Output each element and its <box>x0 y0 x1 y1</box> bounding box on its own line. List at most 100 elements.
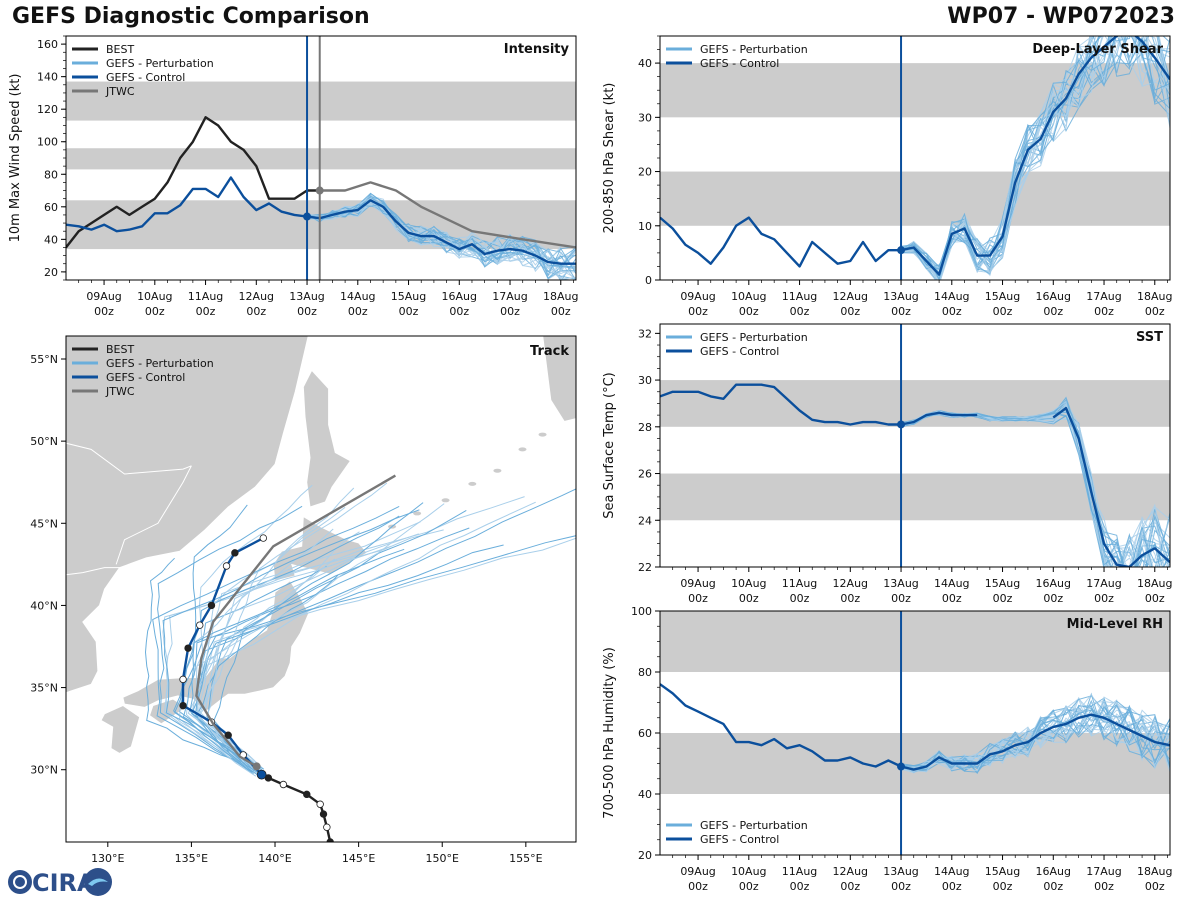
x-tick-hour-label: 00z <box>840 880 860 893</box>
legend-label: GEFS - Perturbation <box>106 357 214 370</box>
land-kuril-island <box>493 468 502 473</box>
legend-label: BEST <box>106 43 134 56</box>
y-tick-label: 20 <box>638 849 652 862</box>
panel-title: Track <box>530 344 569 359</box>
land-kuril-island <box>413 511 422 516</box>
x-tick-hour-label: 00z <box>94 305 114 318</box>
x-tick-label: 12Aug <box>833 290 868 303</box>
y-tick-label: 30 <box>638 111 652 124</box>
legend-label: GEFS - Perturbation <box>106 57 214 70</box>
legend-label: BEST <box>106 343 134 356</box>
legend-label: GEFS - Control <box>700 833 779 846</box>
y-tick-label: 50°N <box>30 435 58 448</box>
x-tick-label: 16Aug <box>442 290 477 303</box>
legend-label: GEFS - Perturbation <box>700 819 808 832</box>
y-tick-label: 40 <box>44 233 58 246</box>
perturbation-line <box>900 36 1170 268</box>
x-tick-label: 155°E <box>509 852 542 865</box>
x-tick-label: 16Aug <box>1036 290 1071 303</box>
y-tick-label: 35°N <box>30 682 58 695</box>
x-tick-label: 13Aug <box>883 290 918 303</box>
x-tick-label: 18Aug <box>1137 577 1172 590</box>
x-tick-hour-label: 00z <box>348 305 368 318</box>
x-tick-label: 13Aug <box>883 865 918 878</box>
y-tick-label: 160 <box>37 38 58 51</box>
land-kyushu <box>100 705 141 754</box>
x-tick-label: 09Aug <box>680 865 715 878</box>
y-tick-label: 30°N <box>30 764 58 777</box>
x-tick-hour-label: 00z <box>790 880 810 893</box>
track-map-area <box>43 336 576 842</box>
y-tick-label: 32 <box>638 327 652 340</box>
y-tick-label: 24 <box>638 514 652 527</box>
perturbation-line <box>900 36 1170 280</box>
legend-label: GEFS - Control <box>700 57 779 70</box>
y-tick-label: 140 <box>37 71 58 84</box>
y-tick-label: 30 <box>638 374 652 387</box>
x-tick-hour-label: 00z <box>840 592 860 605</box>
perturbation-track <box>162 509 420 770</box>
x-tick-label: 10Aug <box>731 577 766 590</box>
y-tick-label: 26 <box>638 468 652 481</box>
x-tick-label: 09Aug <box>86 290 121 303</box>
x-tick-label: 14Aug <box>934 577 969 590</box>
y-tick-label: 40°N <box>30 599 58 612</box>
x-tick-hour-label: 00z <box>1094 592 1114 605</box>
threshold-band <box>660 171 1170 226</box>
legend-label: JTWC <box>105 385 135 398</box>
perturbation-tracks <box>144 482 576 777</box>
track-point <box>222 562 231 570</box>
x-tick-label: 15Aug <box>985 865 1020 878</box>
series-line-gefs-control <box>660 36 1170 276</box>
x-tick-label: 145°E <box>342 852 375 865</box>
y-tick-label: 20 <box>44 266 58 279</box>
x-tick-label: 11Aug <box>782 865 817 878</box>
land-kuril-island <box>538 432 547 437</box>
threshold-band <box>66 81 576 121</box>
x-tick-label: 14Aug <box>934 290 969 303</box>
threshold-band <box>66 148 576 170</box>
perturbation-line <box>900 36 1170 280</box>
y-tick-label: 22 <box>638 561 652 574</box>
x-tick-hour-label: 00z <box>500 305 520 318</box>
plot-area-intensity <box>66 81 576 280</box>
x-tick-label: 17Aug <box>1086 865 1121 878</box>
y-tick-label: 80 <box>638 666 652 679</box>
y-tick-label: 40 <box>638 57 652 70</box>
panel-title: Deep-Layer Shear <box>1032 42 1163 57</box>
jtwc-init-marker <box>315 186 324 195</box>
x-tick-hour-label: 00z <box>551 305 571 318</box>
x-tick-hour-label: 00z <box>399 305 419 318</box>
y-tick-label: 60 <box>638 727 652 740</box>
track-point <box>207 601 216 610</box>
x-tick-label: 12Aug <box>833 865 868 878</box>
x-tick-label: 11Aug <box>782 290 817 303</box>
x-tick-hour-label: 00z <box>739 305 759 318</box>
x-tick-label: 14Aug <box>340 290 375 303</box>
x-tick-hour-label: 00z <box>790 305 810 318</box>
x-tick-hour-label: 00z <box>739 880 759 893</box>
land-kuril-island <box>441 498 450 503</box>
land-jeju <box>43 711 55 717</box>
track-point <box>231 549 239 557</box>
x-tick-hour-label: 00z <box>688 880 708 893</box>
x-tick-label: 14Aug <box>934 865 969 878</box>
x-tick-hour-label: 00z <box>688 305 708 318</box>
jtwc-init-marker <box>252 762 261 771</box>
y-tick-label: 45°N <box>30 517 58 530</box>
x-tick-hour-label: 00z <box>1145 305 1165 318</box>
track-point <box>259 534 268 542</box>
plot-frame <box>65 335 577 843</box>
y-tick-label: 100 <box>631 605 652 618</box>
x-tick-label: 09Aug <box>680 577 715 590</box>
y-axis-label: 10m Max Wind Speed (kt) <box>8 74 23 243</box>
legend-label: GEFS - Perturbation <box>700 331 808 344</box>
x-tick-hour-label: 00z <box>790 592 810 605</box>
track-point <box>316 800 324 808</box>
x-tick-hour-label: 00z <box>942 592 962 605</box>
perturbation-track <box>157 505 303 775</box>
control-init-marker <box>897 420 906 429</box>
x-tick-label: 11Aug <box>782 577 817 590</box>
x-tick-label: 18Aug <box>1137 865 1172 878</box>
